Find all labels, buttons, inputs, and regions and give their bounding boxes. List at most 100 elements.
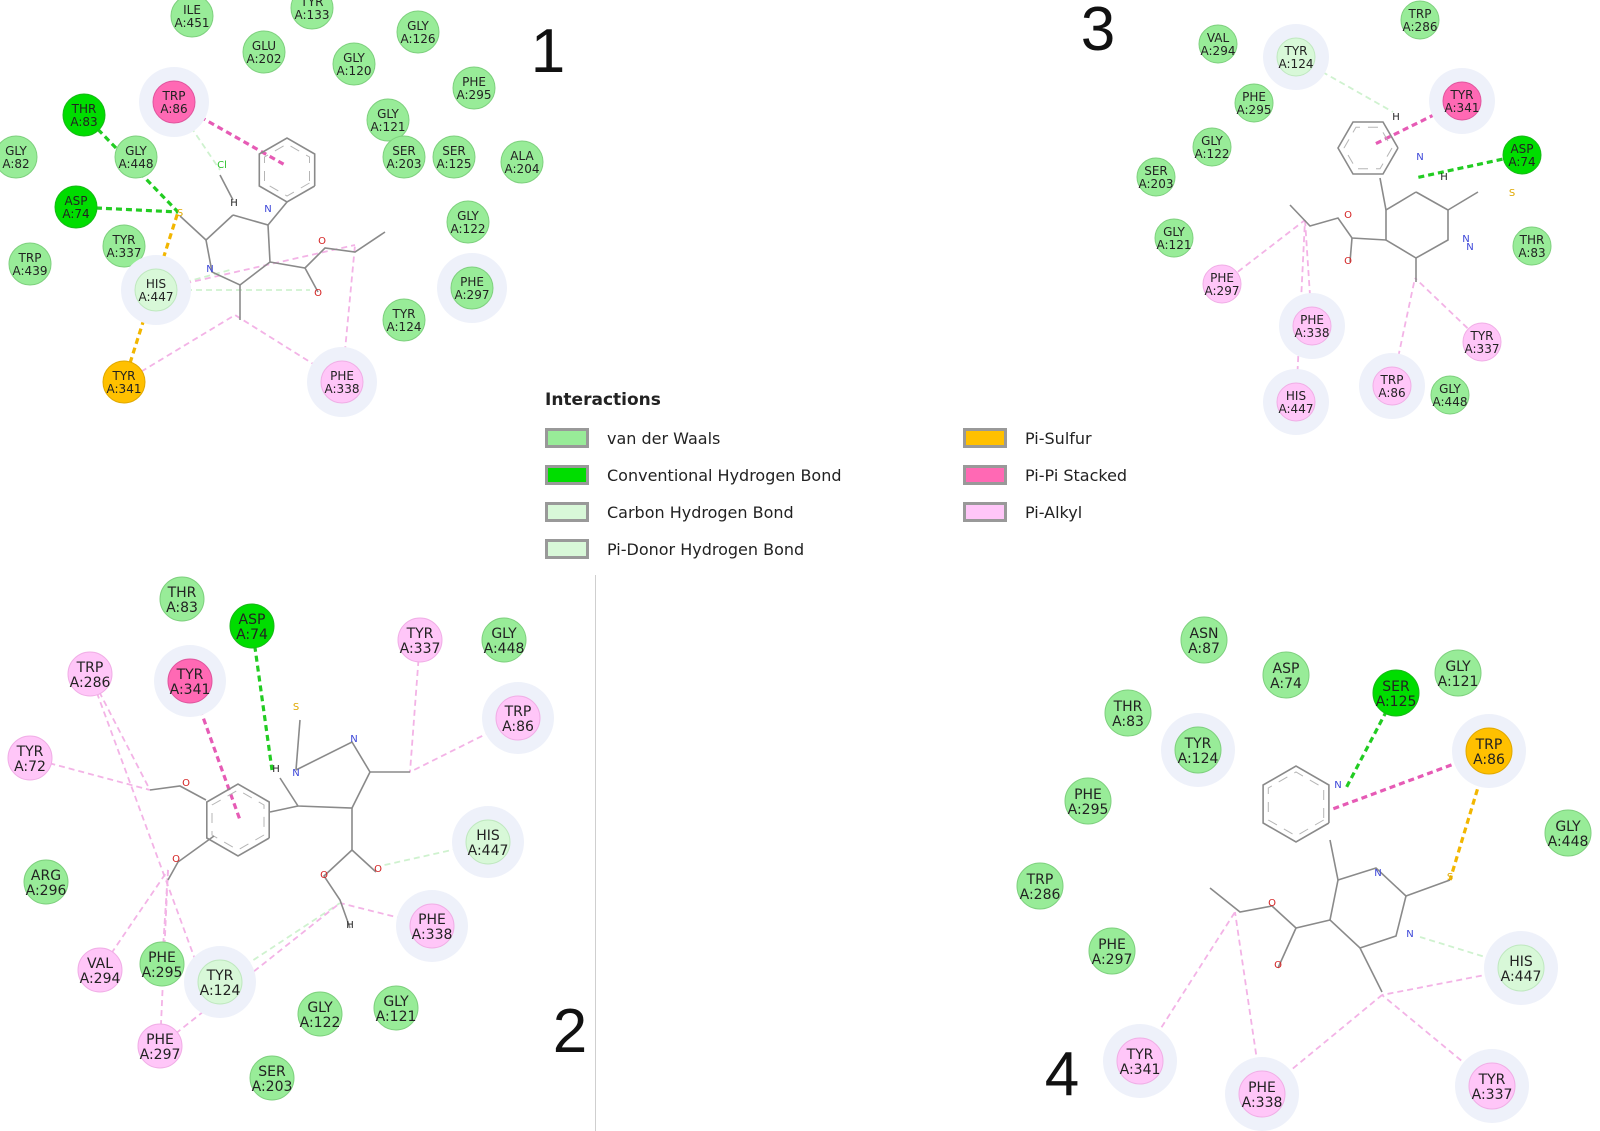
ligand-bond <box>1385 191 1449 259</box>
ligand-bond <box>1349 237 1353 263</box>
residue-number: A:204 <box>505 162 540 176</box>
ligand-bond <box>304 267 319 293</box>
ligand-atom-label: O <box>320 870 328 881</box>
ligand-bond <box>279 740 371 809</box>
ligand-atom-label: N <box>1334 780 1341 791</box>
residue-disc <box>159 576 205 622</box>
residue-number: A:448 <box>119 157 154 171</box>
legend-label: Conventional Hydrogen Bond <box>607 465 842 485</box>
residue-number: A:295 <box>1068 802 1109 818</box>
legend-label: Pi-Donor Hydrogen Bond <box>607 539 805 559</box>
residue-disc <box>1512 226 1552 266</box>
residue-disc <box>54 185 98 229</box>
residue-name: VAL <box>87 956 113 972</box>
residue-name: PHE <box>1074 787 1102 803</box>
residue-number: A:120 <box>337 64 372 78</box>
residue-name: PHE <box>1300 313 1324 327</box>
panel-numbers-layer: 1 3 2 4 <box>531 0 1115 1109</box>
ligand-atom-label: O <box>182 778 190 789</box>
legend-label: Pi-Sulfur <box>1025 428 1092 448</box>
residue-disc <box>320 360 364 404</box>
ligand-atom-label: O <box>374 864 382 875</box>
residue-number: A:124 <box>200 983 241 999</box>
residue-name: TYR <box>1478 1072 1506 1088</box>
legend-label: Carbon Hydrogen Bond <box>607 502 794 522</box>
legend-label: van der Waals <box>607 428 721 448</box>
residue-name: ILE <box>183 3 201 17</box>
